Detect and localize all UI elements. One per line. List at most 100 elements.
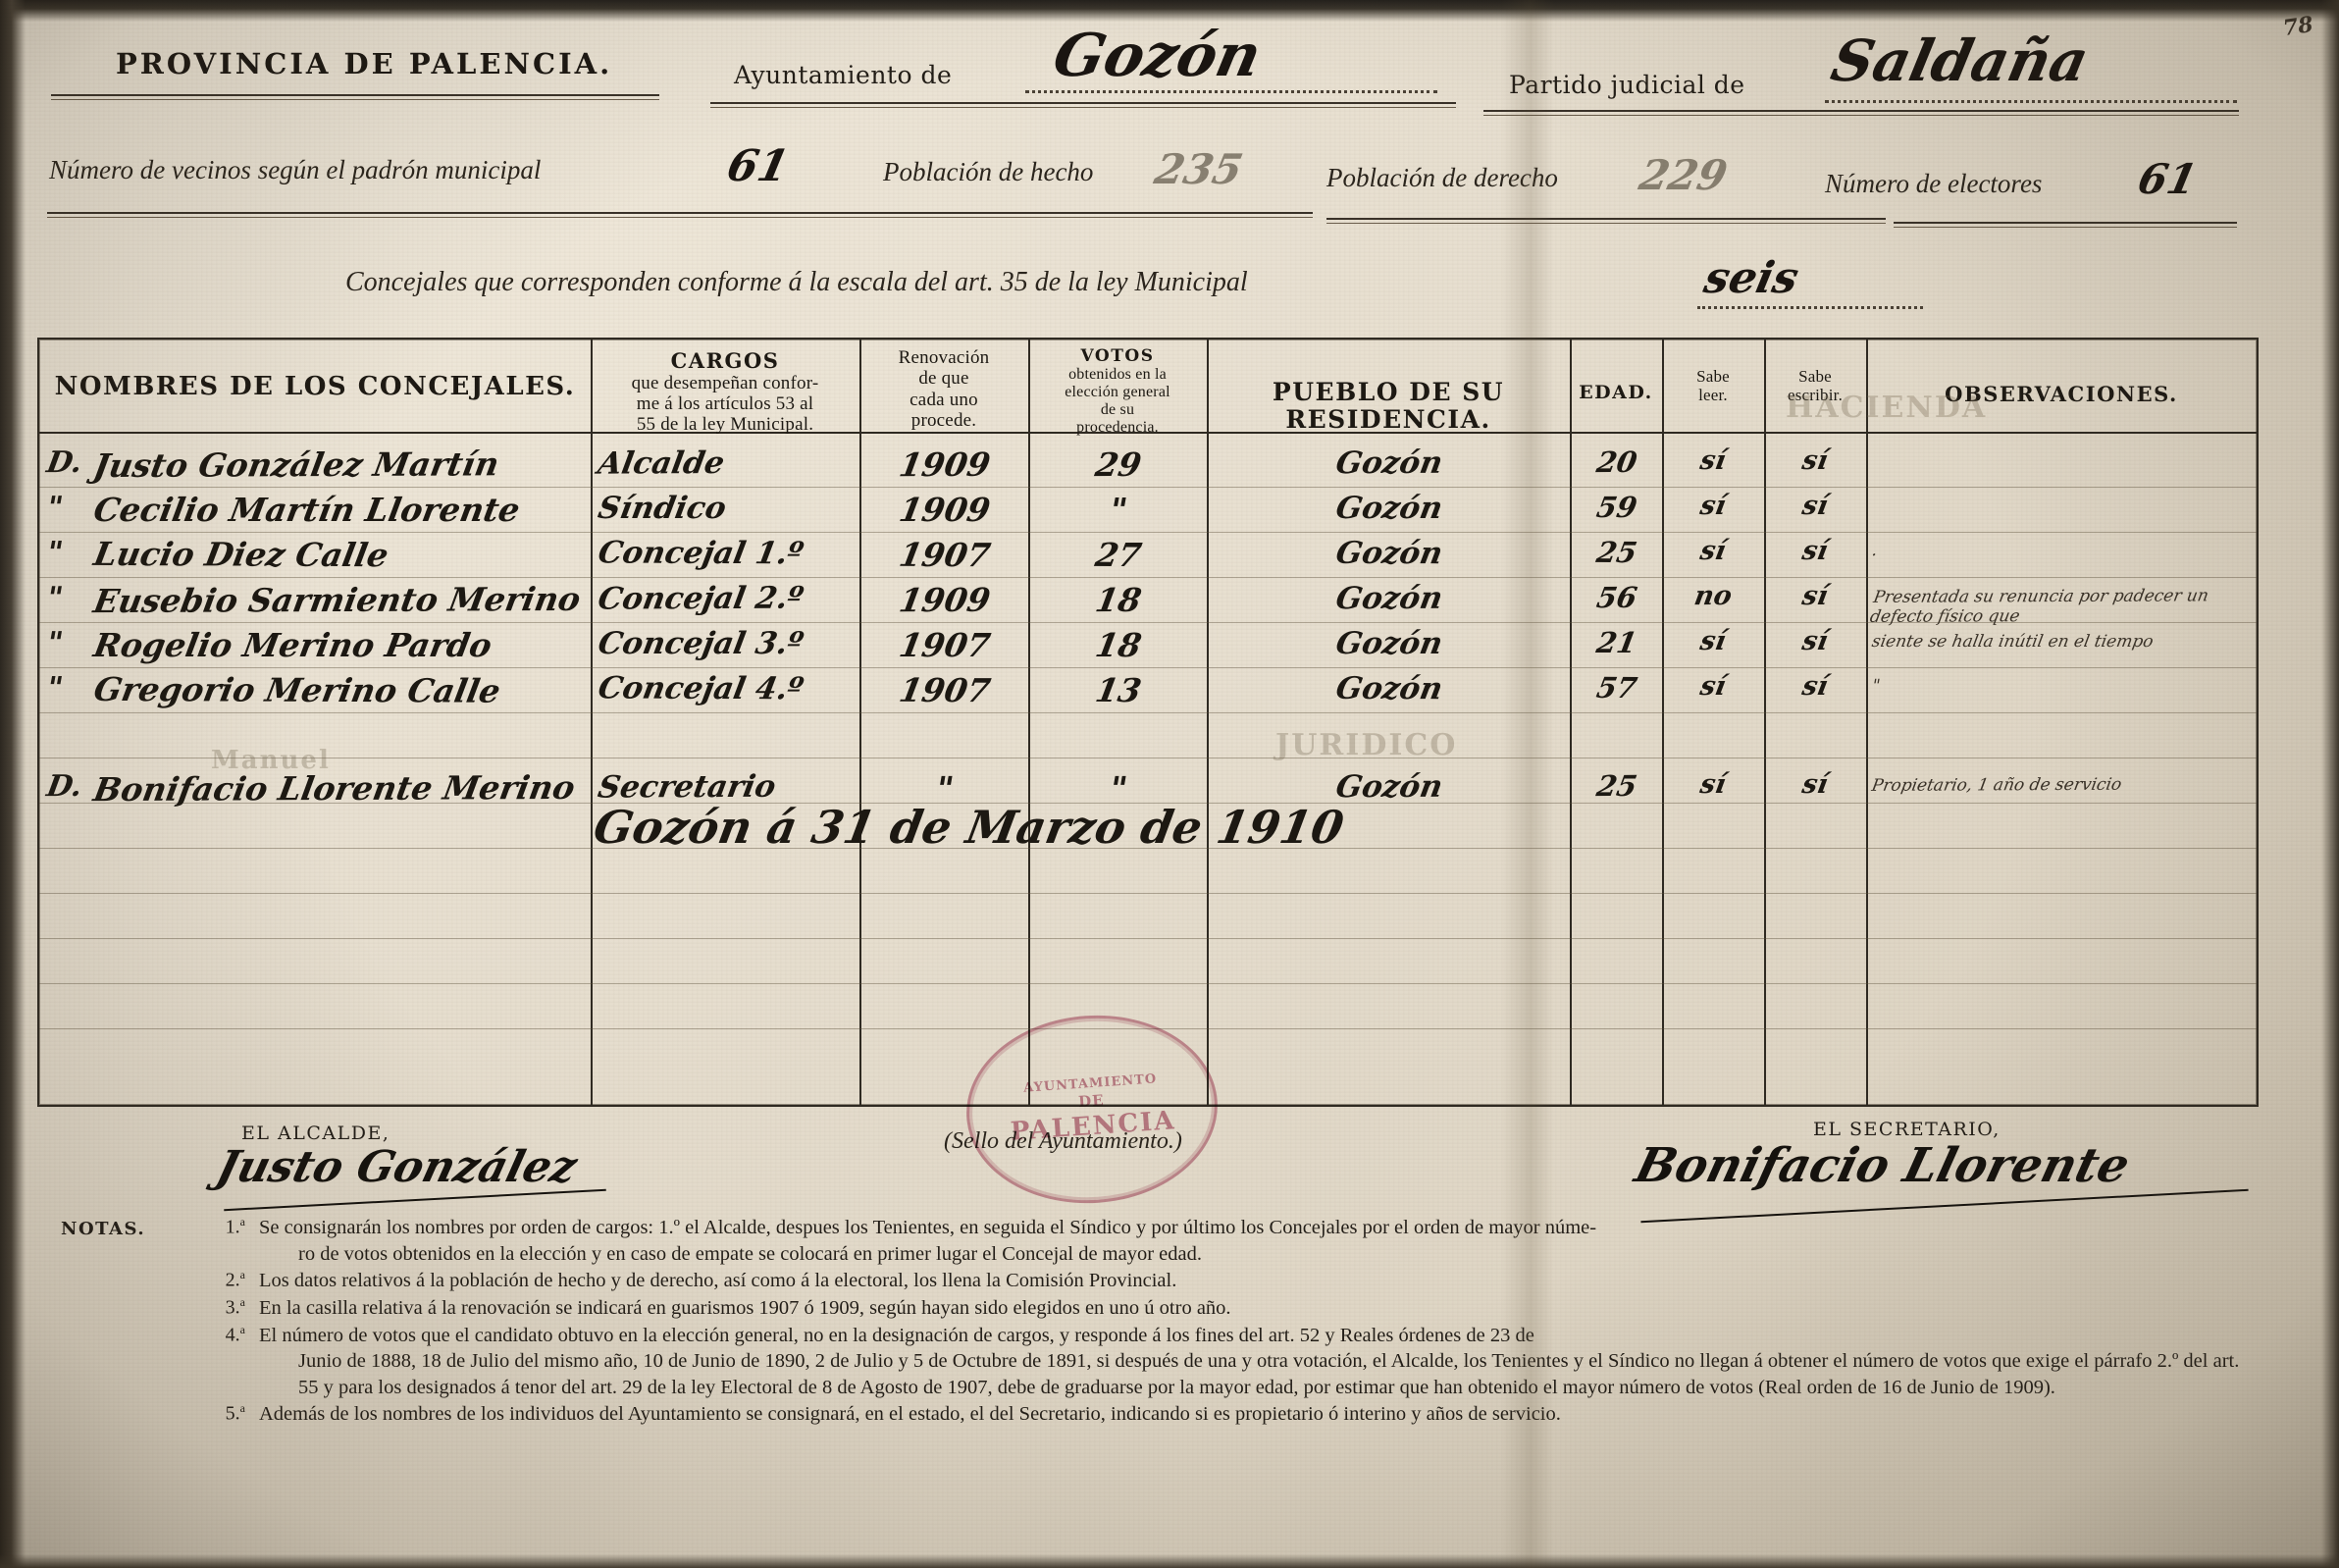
col-rule-cargos xyxy=(591,340,593,1105)
note-text-continued: Junio de 1888, 18 de Julio del mismo año… xyxy=(298,1350,2240,1398)
col-rule-observaciones xyxy=(1866,340,1868,1105)
col-rule-escribir xyxy=(1764,340,1766,1105)
scale-dots xyxy=(1697,306,1923,309)
table-row: " Cecilio Martín Llorente Síndico 1909 " Gozó… xyxy=(39,491,2257,534)
col-rule-pueblo xyxy=(1207,340,1209,1105)
rule-stats-left xyxy=(47,212,1313,218)
rule-line xyxy=(39,938,2257,939)
row-escribir: sí xyxy=(1799,535,1831,567)
th-cargos: CARGOS que desempeñan confor-me á los ar… xyxy=(593,349,858,435)
row-renovacion: 1907 xyxy=(896,535,994,575)
row-escribir: sí xyxy=(1799,580,1831,612)
th-votos: VOTOS obtenidos en la elección general de … xyxy=(1030,346,1205,437)
row-pueblo: Gozón xyxy=(1332,580,1446,617)
row-name: Rogelio Merino Pardo xyxy=(90,626,495,664)
col-rule-votos xyxy=(1028,340,1030,1105)
rule-judicial xyxy=(1483,110,2239,116)
rule-line xyxy=(39,983,2257,984)
mayor-signature-flourish xyxy=(224,1188,606,1212)
note-text: Se consignarán los nombres por orden de … xyxy=(259,1215,2249,1267)
note-item: 2.a Los datos relativos á la población de… xyxy=(161,1268,2249,1294)
row-prefix: D. xyxy=(43,768,85,805)
note-number: 3.a xyxy=(225,1294,245,1319)
de-jure-value: 229 xyxy=(1635,151,1732,199)
th-votos-sub: obtenidos en la elección general de su proc… xyxy=(1065,366,1170,436)
stamp-line-2: DE xyxy=(1077,1091,1106,1111)
row-prefix: " xyxy=(43,535,66,570)
mayor-label: EL ALCALDE, xyxy=(241,1123,390,1144)
th-sabe-leer: Sabe leer. xyxy=(1696,367,1730,405)
row-votos: 18 xyxy=(1092,580,1145,620)
rule-stats-mid xyxy=(1326,218,1886,224)
row-edad: 25 xyxy=(1593,535,1640,570)
th-names: NOMBRES DE LOS CONCEJALES. xyxy=(54,372,576,401)
row-escribir: sí xyxy=(1799,670,1831,703)
row-cargo: Concejal 2.º xyxy=(595,580,806,617)
stamp-line-3: PALENCIA xyxy=(1009,1105,1177,1147)
note-number: 4.a xyxy=(225,1322,245,1346)
row-cargo: Concejal 1.º xyxy=(595,535,806,572)
councillors-table: NOMBRES DE LOS CONCEJALES. CARGOS que de… xyxy=(37,338,2259,1107)
note-text: Los datos relativos á la población de he… xyxy=(259,1270,1177,1292)
rule-line xyxy=(39,532,2257,533)
rule-municipality xyxy=(710,102,1456,108)
page-left-edge-shadow xyxy=(0,0,26,1568)
row-cargo: Alcalde xyxy=(595,445,728,482)
row-observaciones: Propietario, 1 año de servicio xyxy=(1870,774,2123,796)
rule-line xyxy=(39,622,2257,623)
row-observaciones: siente se halla inútil en el tiempo xyxy=(1870,632,2156,652)
note-number: 2.a xyxy=(225,1268,245,1291)
note-number: 1.a xyxy=(225,1215,245,1238)
row-edad: 25 xyxy=(1593,768,1640,804)
de-facto-label: Población de hecho xyxy=(883,157,1094,186)
judicial-district-dots xyxy=(1825,100,2237,103)
table-row: " Eusebio Sarmiento Merino Concejal 2.º 190… xyxy=(39,580,2257,627)
row-pueblo: Gozón xyxy=(1332,535,1446,572)
row-escribir: sí xyxy=(1799,444,1831,477)
row-prefix: D. xyxy=(43,444,85,481)
row-votos: 18 xyxy=(1092,626,1145,664)
rule-line xyxy=(39,848,2257,849)
page-bottom-edge-shadow xyxy=(0,1554,2339,1568)
row-name: Gregorio Merino Calle xyxy=(90,669,504,710)
note-text: El número de votos que el candidato obtu… xyxy=(259,1323,2249,1401)
scale-label: Concejales que corresponden conforme á l… xyxy=(345,267,1248,297)
row-renovacion: 1909 xyxy=(896,444,994,485)
row-prefix: " xyxy=(43,581,66,616)
municipality-dots xyxy=(1025,90,1437,93)
row-name: Cecilio Martín Llorente xyxy=(90,491,523,529)
row-pueblo: Gozón xyxy=(1332,626,1446,661)
electors-label: Número de electores xyxy=(1825,169,2043,198)
note-item: 4.a El número de votos que el candidato o… xyxy=(161,1323,2249,1401)
row-renovacion: 1909 xyxy=(896,580,994,620)
row-pueblo: Gozón xyxy=(1332,444,1446,482)
neighbours-label: Número de vecinos según el padrón munici… xyxy=(49,155,542,184)
row-prefix: " xyxy=(43,626,66,660)
col-rule-renovacion xyxy=(859,340,861,1105)
notes-block: NOTAS. 1.a Se consignarán los nombres por… xyxy=(41,1215,2249,1429)
table-row: " Lucio Diez Calle Concejal 1.º 1907 27 Gozón… xyxy=(39,535,2257,579)
page-top-edge-shadow xyxy=(0,0,2339,22)
note-text: Además de los nombres de los individuos … xyxy=(259,1403,1561,1426)
row-escribir: sí xyxy=(1799,768,1831,801)
notes-list: 1.a Se consignarán los nombres por orden … xyxy=(41,1215,2249,1428)
mayor-signature: Justo González xyxy=(211,1142,583,1192)
row-leer: sí xyxy=(1697,444,1729,477)
row-edad: 59 xyxy=(1593,491,1640,524)
row-renovacion: 1907 xyxy=(896,670,994,710)
page-title: PROVINCIA DE PALENCIA. xyxy=(116,47,613,80)
row-votos: 27 xyxy=(1092,535,1145,575)
th-observaciones: OBSERVACIONES. xyxy=(1945,382,2178,406)
row-escribir: sí xyxy=(1799,491,1831,521)
note-item: 3.a En la casilla relativa á la renovació… xyxy=(161,1295,2249,1322)
municipality-label: Ayuntamiento de xyxy=(734,61,953,89)
row-escribir: sí xyxy=(1799,626,1831,656)
row-renovacion: 1907 xyxy=(896,626,994,664)
row-edad: 20 xyxy=(1593,444,1640,480)
row-prefix: " xyxy=(43,491,66,525)
th-pueblo: PUEBLO DE SU RESIDENCIA. xyxy=(1272,378,1505,434)
secretary-label: EL SECRETARIO, xyxy=(1813,1119,2001,1140)
note-text-continued: ro de votos obtenidos en la elección y e… xyxy=(298,1242,1202,1265)
row-leer: sí xyxy=(1697,670,1729,703)
th-renovacion: Renovación de que cada uno procede. xyxy=(898,347,990,431)
